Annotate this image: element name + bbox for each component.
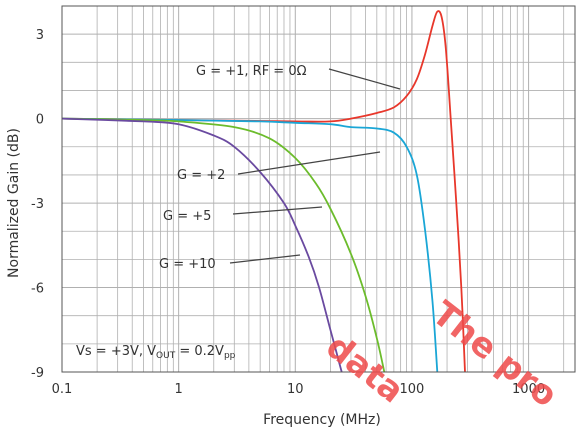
annotation-leaders bbox=[229, 68, 401, 264]
y-tick-label: -3 bbox=[31, 197, 44, 212]
annotation-leader-3 bbox=[232, 206, 323, 215]
x-tick-label: 1000 bbox=[512, 382, 545, 397]
conditions-annotation: Vs = +3V, VOUT = 0.2Vpp bbox=[76, 344, 236, 361]
annotation-leader-4 bbox=[229, 254, 301, 264]
y-tick-label: 0 bbox=[36, 113, 44, 128]
conditions-pp-subscript: pp bbox=[224, 351, 236, 361]
y-tick-label: -9 bbox=[31, 366, 44, 381]
series-line-2 bbox=[62, 117, 439, 372]
annotation-leader-2 bbox=[237, 151, 381, 175]
tick-labels: 0.1 1 10 100 1000 3 0 -3 -6 -9 bbox=[31, 28, 545, 397]
conditions-prefix: Vs = +3V, V bbox=[76, 344, 156, 359]
conditions-out-subscript: OUT bbox=[156, 351, 176, 361]
annotation-g10: G = +10 bbox=[159, 257, 216, 272]
x-tick-label: 10 bbox=[287, 382, 304, 397]
series-curves bbox=[62, 10, 466, 372]
annotation-g2: G = +2 bbox=[177, 168, 225, 183]
y-tick-label: -6 bbox=[31, 282, 44, 297]
x-tick-label: 100 bbox=[400, 382, 425, 397]
watermark-line-1: The pro bbox=[424, 294, 564, 416]
conditions-mid: = 0.2V bbox=[175, 344, 224, 359]
annotation-leader-1 bbox=[328, 68, 401, 90]
y-tick-label: 3 bbox=[36, 28, 44, 43]
series-line-1 bbox=[62, 10, 466, 372]
annotation-g5: G = +5 bbox=[163, 209, 211, 224]
series-line-4 bbox=[62, 117, 343, 372]
x-tick-label: 0.1 bbox=[52, 382, 73, 397]
plot-frame bbox=[61, 5, 576, 373]
series-line-3 bbox=[62, 117, 386, 372]
x-tick-label: 1 bbox=[175, 382, 183, 397]
watermark-line-2: data bbox=[318, 327, 411, 412]
y-axis-label: Normalized Gain (dB) bbox=[6, 128, 22, 278]
annotation-g1: G = +1, RF = 0Ω bbox=[196, 64, 307, 79]
x-axis-label: Frequency (MHz) bbox=[263, 412, 381, 428]
